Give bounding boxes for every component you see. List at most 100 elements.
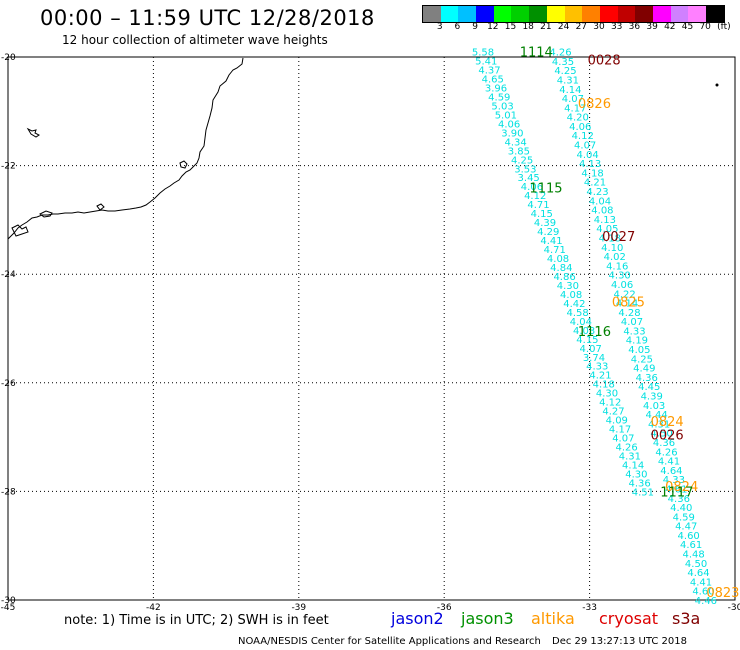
legend-label: 12 (487, 22, 499, 32)
wave-height-value: 4.30 (625, 469, 647, 480)
pass-time-label: 1116 (578, 325, 611, 340)
wave-height-value: 4.26 (615, 443, 637, 454)
wave-height-value: 4.06 (498, 119, 520, 130)
legend-swatch (511, 6, 530, 22)
wave-height-value: 4.30 (609, 271, 631, 282)
wave-height-value: 4.14 (559, 85, 581, 96)
wave-height-value: 4.27 (602, 407, 624, 418)
wave-height-value: 4.59 (488, 92, 510, 103)
map-title: 00:00 – 11:59 UTC 12/28/2018 (40, 6, 375, 30)
wave-height-value: 4.30 (557, 281, 579, 292)
legend-label: 15 (504, 22, 517, 32)
wave-height-value: 4.12 (524, 191, 546, 202)
coastal-inlet (11, 224, 29, 237)
wave-height-value: 4.05 (596, 224, 618, 235)
wave-height-value: 4.05 (628, 345, 650, 356)
wave-height-value: 4.39 (534, 218, 556, 229)
legend-label: 33 (610, 22, 623, 32)
wave-height-value: 4.36 (668, 494, 690, 505)
wave-height-value: 4.35 (552, 57, 574, 68)
wave-height-value: 3.85 (508, 146, 530, 157)
pass-time-label: 0823 (706, 586, 739, 601)
legend-label: 45 (681, 22, 694, 32)
wave-height-value: 4.25 (631, 354, 653, 365)
pass-time-label: 0028 (588, 54, 621, 69)
wave-height-value: 4.06 (611, 280, 633, 291)
wave-height-value: 4.41 (658, 457, 680, 468)
legend-swatch (529, 6, 547, 22)
wave-height-value: 4.33 (663, 475, 685, 486)
legend-label: 70 (699, 22, 711, 32)
wave-height-value: 4.12 (599, 398, 621, 409)
wave-height-value: 4.65 (482, 74, 504, 85)
wave-height-value: 4.31 (619, 451, 641, 462)
wave-height-value: 4.60 (678, 531, 700, 542)
legend-swatch (423, 6, 441, 22)
wave-height-value: 4.34 (504, 137, 526, 148)
pass-time-label: 0825 (612, 295, 645, 310)
wave-height-value: 4.19 (626, 336, 648, 347)
wave-height-value: 4.02 (604, 252, 626, 263)
island-dot (715, 83, 719, 87)
wave-height-value: 4.15 (576, 335, 598, 346)
latitude-tick-label: -24 (1, 270, 16, 280)
wave-height-value: 4.31 (557, 75, 579, 86)
wave-height-value: 4.46 (695, 596, 717, 607)
legend-label: 24 (557, 22, 570, 32)
legend-swatch (493, 6, 512, 22)
wave-height-value: 4.86 (553, 272, 575, 283)
credit-text: NOAA/NESDIS Center for Satellite Applica… (238, 636, 541, 647)
wave-height-value: 4.28 (618, 308, 640, 319)
satellite-jason2-label: jason2 (391, 609, 444, 628)
wave-height-value: 4.16 (606, 261, 628, 272)
wave-height-value: 4.51 (632, 487, 654, 498)
longitude-tick-label: -45 (1, 603, 16, 610)
legend-label: 6 (454, 22, 461, 32)
legend-label: 39 (646, 22, 658, 32)
wave-height-value: 4.36 (636, 373, 658, 384)
wave-height-value: 4.03 (643, 401, 665, 412)
coastal-island (96, 203, 105, 211)
wave-height-value: 4.84 (550, 263, 572, 274)
wave-height-value: 4.26 (655, 447, 677, 458)
wave-height-value: 4.42 (563, 299, 585, 310)
wave-height-value: 4.29 (537, 227, 559, 238)
wave-height-value: 4.08 (560, 290, 582, 301)
satellite-jason3-label: jason3 (461, 609, 514, 628)
wave-height-color-legend (422, 5, 725, 23)
longitude-tick-label: -42 (146, 603, 161, 610)
wave-height-value: 4.25 (554, 66, 576, 77)
legend-swatch (476, 6, 494, 22)
wave-height-value: 4.15 (531, 209, 553, 220)
wave-height-value: 4.14 (622, 460, 644, 471)
wave-height-value: 4.07 (621, 317, 643, 328)
wave-height-value: 4.71 (544, 245, 566, 256)
wave-height-value: 3.90 (501, 128, 523, 139)
wave-height-value: 3.74 (583, 353, 605, 364)
pass-time-label: 1115 (529, 181, 562, 196)
wave-height-value: 4.10 (601, 243, 623, 254)
wave-height-value: 4.40 (670, 503, 692, 514)
axis-labels: -45 -42 -39 -36 -33 -30 -20 -22 -24 -26 -28 -30 (1, 53, 740, 610)
wave-height-value: 4.17 (609, 425, 631, 436)
wave-height-value: 4.33 (586, 362, 608, 373)
legend-swatch (599, 6, 618, 22)
wave-height-value: 5.01 (495, 110, 517, 121)
map-frame (7, 56, 736, 601)
pass-time-label: 0026 (651, 428, 684, 443)
wave-height-value: 4.07 (574, 141, 596, 152)
wave-height-value: 4.03 (573, 326, 595, 337)
legend-label: 30 (593, 22, 605, 32)
legend-swatch (582, 6, 600, 22)
pass-time-label: 1117 (660, 485, 693, 500)
legend-swatch (546, 6, 565, 22)
coastal-island (26, 127, 40, 138)
altimeter-map: 5.585.414.374.653.964.595.035.014.063.90… (1, 46, 740, 610)
latitude-tick-label: -30 (1, 596, 16, 606)
legend-swatch (670, 6, 689, 22)
legend-label: 3 (436, 22, 443, 32)
legend-label: 27 (575, 22, 588, 32)
pass-time-label: 0826 (578, 97, 611, 112)
wave-height-value: 4.45 (638, 382, 660, 393)
wave-height-value: 4.60 (692, 587, 714, 598)
